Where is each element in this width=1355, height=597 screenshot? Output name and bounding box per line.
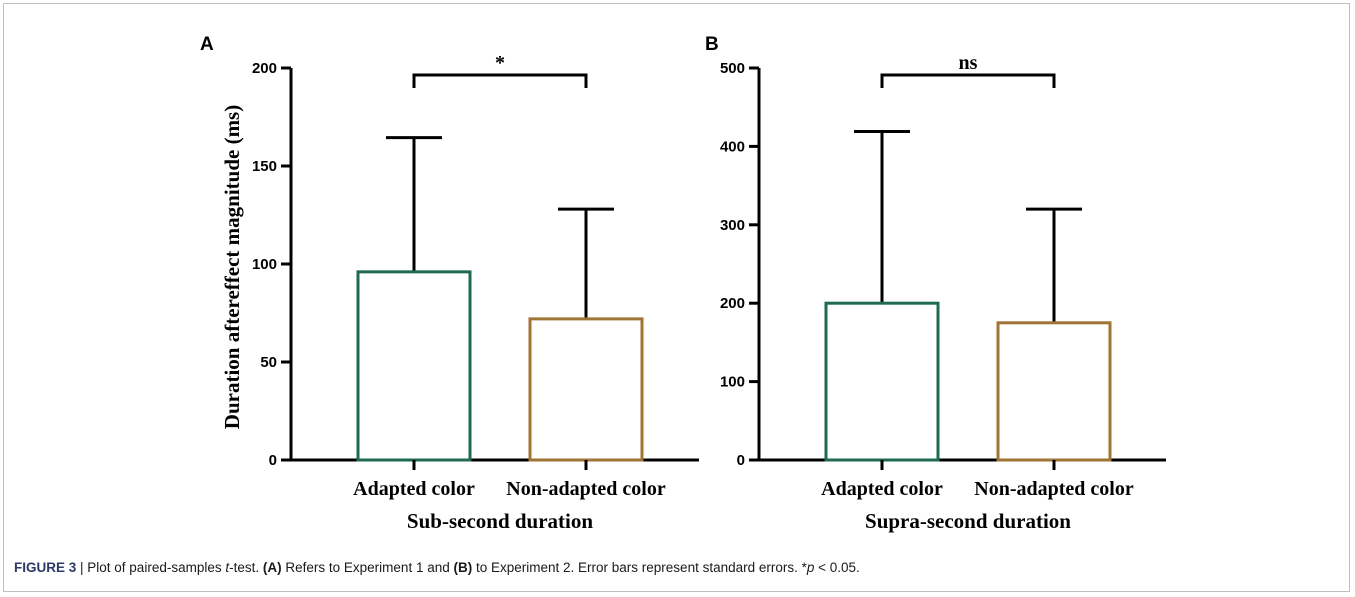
y-tick-label: 300: [720, 217, 745, 234]
y-tick-label: 0: [269, 452, 277, 469]
y-tick-label: 0: [737, 452, 745, 469]
caption-part: -test.: [229, 560, 263, 575]
significance-bracket: [880, 73, 1056, 88]
x-axis-title: Supra-second duration: [865, 509, 1071, 533]
caption-part: (A): [262, 560, 282, 575]
significance-label: *: [495, 52, 505, 74]
caption-label: FIGURE 3: [14, 560, 77, 575]
caption-part: t: [225, 560, 230, 575]
panel-letter: A: [200, 34, 214, 55]
figure-chart: A 0 50 100 150 200 Adapted color Non-adapted co…: [200, 34, 1166, 533]
y-tick-label: 100: [252, 256, 277, 273]
y-axis-title: Duration aftereffect magnitude (ms): [220, 105, 244, 429]
caption-part: p: [806, 560, 815, 575]
caption-part: < 0.05.: [814, 560, 860, 575]
significance-bracket: [412, 73, 588, 88]
category-label: Non-adapted color: [506, 478, 666, 500]
bar: [824, 301, 940, 462]
bar: [528, 317, 644, 462]
bar: [356, 270, 472, 462]
y-tick-label: 200: [720, 295, 745, 312]
caption-part: (B): [453, 560, 473, 575]
caption-body: Plot of paired-samples t-test. (A) Refer…: [87, 560, 860, 575]
significance-label: ns: [959, 52, 978, 74]
bar: [996, 321, 1112, 462]
panel-letter: B: [705, 34, 719, 55]
y-tick-label: 150: [252, 158, 277, 175]
y-tick-label: 400: [720, 138, 745, 155]
y-tick-label: 200: [252, 60, 277, 77]
caption-part: Plot of paired-samples: [87, 560, 226, 575]
y-tick-label: 50: [260, 354, 277, 371]
caption-part: Refers to Experiment 1 and: [281, 560, 454, 575]
figure-caption: FIGURE 3 | Plot of paired-samples t-test…: [14, 560, 1334, 575]
x-axis-title: Sub-second duration: [407, 509, 593, 533]
figure-frame: A 0 50 100 150 200 Adapted color Non-adapted co…: [3, 3, 1350, 592]
category-label: Adapted color: [353, 478, 475, 500]
caption-part: to Experiment 2. Error bars represent st…: [472, 560, 807, 575]
y-tick-label: 100: [720, 374, 745, 391]
category-label: Non-adapted color: [974, 478, 1134, 500]
caption-separator: |: [76, 560, 88, 575]
category-label: Adapted color: [821, 478, 943, 500]
y-tick-label: 500: [720, 60, 745, 77]
